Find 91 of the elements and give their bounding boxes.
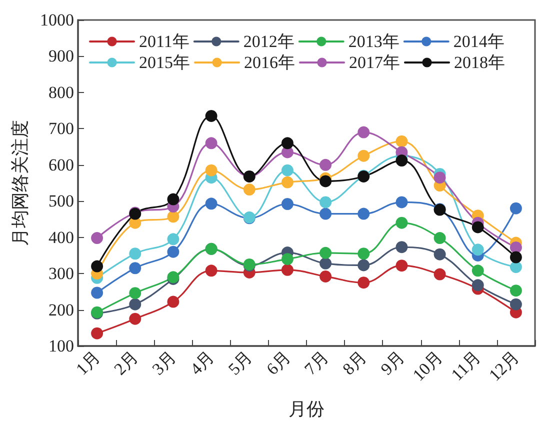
point: [434, 172, 446, 184]
point: [205, 164, 218, 176]
x-tick-label: 4月: [186, 347, 218, 379]
x-tick-label: 6月: [262, 347, 294, 379]
y-tick-label: 800: [48, 82, 74, 102]
point: [167, 233, 180, 246]
point: [320, 158, 332, 171]
point: [281, 164, 294, 176]
point: [281, 253, 294, 266]
y-axis-title: 月均网络关注度: [10, 120, 30, 246]
point: [320, 246, 332, 259]
point: [396, 135, 408, 148]
point: [472, 221, 484, 234]
point: [396, 196, 408, 208]
point: [205, 137, 218, 150]
x-tick-label: 11月: [448, 347, 485, 384]
point: [129, 298, 142, 310]
point: [510, 261, 522, 274]
point: [472, 244, 484, 256]
point: [167, 193, 180, 206]
point: [243, 184, 256, 196]
legend-label: 2012年: [243, 32, 294, 51]
point: [129, 262, 142, 274]
point: [396, 260, 408, 272]
point: [396, 216, 408, 229]
point: [205, 264, 218, 277]
point: [91, 286, 104, 299]
point: [320, 257, 332, 270]
point: [396, 154, 408, 167]
y-tick-label: 600: [48, 155, 74, 174]
point: [434, 232, 446, 244]
point: [358, 208, 370, 220]
point: [510, 241, 522, 254]
legend-label: 2016年: [244, 53, 295, 72]
point: [281, 137, 294, 150]
point: [320, 208, 332, 220]
point: [510, 284, 522, 297]
point: [434, 268, 446, 280]
point: [358, 126, 370, 138]
legend-label: 2018年: [454, 53, 505, 72]
point: [510, 251, 522, 264]
x-tick-label: 12月: [485, 347, 523, 385]
y-tick-label: 700: [48, 119, 74, 138]
point: [510, 298, 522, 310]
y-tick-label: 500: [48, 192, 74, 211]
y-tick-label: 1000: [40, 10, 74, 30]
point: [129, 312, 142, 325]
legend-label: 2014年: [453, 32, 504, 51]
x-tick-label: 9月: [376, 347, 408, 379]
x-tick-label: 7月: [300, 347, 332, 379]
legend-label: 2011年: [139, 32, 190, 51]
point: [281, 264, 294, 276]
x-tick-label: 3月: [148, 347, 180, 379]
point: [91, 232, 104, 244]
point: [281, 198, 294, 210]
point: [167, 296, 180, 308]
point: [358, 150, 370, 162]
point: [358, 248, 370, 260]
x-tick-label: 1月: [72, 347, 104, 379]
x-tick-label: 8月: [338, 347, 370, 379]
point: [129, 248, 142, 260]
x-tick-label: 10月: [409, 347, 447, 385]
point: [472, 264, 484, 277]
point: [205, 198, 218, 210]
point: [91, 327, 104, 340]
y-tick-label: 900: [48, 46, 74, 66]
point: [167, 246, 180, 258]
y-tick-label: 200: [48, 300, 74, 320]
point: [320, 270, 332, 282]
point: [472, 279, 484, 292]
x-axis-title: 月份: [288, 399, 324, 419]
point: [205, 110, 218, 122]
point: [320, 196, 332, 208]
point: [167, 210, 180, 223]
point: [91, 260, 104, 272]
x-tick-label: 2月: [110, 347, 142, 379]
point: [358, 259, 370, 272]
legend-label: 2013年: [348, 32, 400, 51]
x-tick-label: 5月: [224, 347, 256, 379]
legend-label: 2017年: [349, 53, 400, 72]
point: [396, 241, 408, 254]
y-tick-label: 300: [48, 264, 74, 284]
point: [129, 287, 142, 300]
point: [320, 175, 332, 188]
point: [510, 202, 522, 214]
y-tick-label: 100: [48, 336, 74, 356]
point: [281, 176, 294, 188]
point: [358, 276, 370, 289]
y-tick-label: 400: [48, 228, 74, 247]
legend-label: 2015年: [139, 53, 190, 72]
point: [434, 248, 446, 260]
